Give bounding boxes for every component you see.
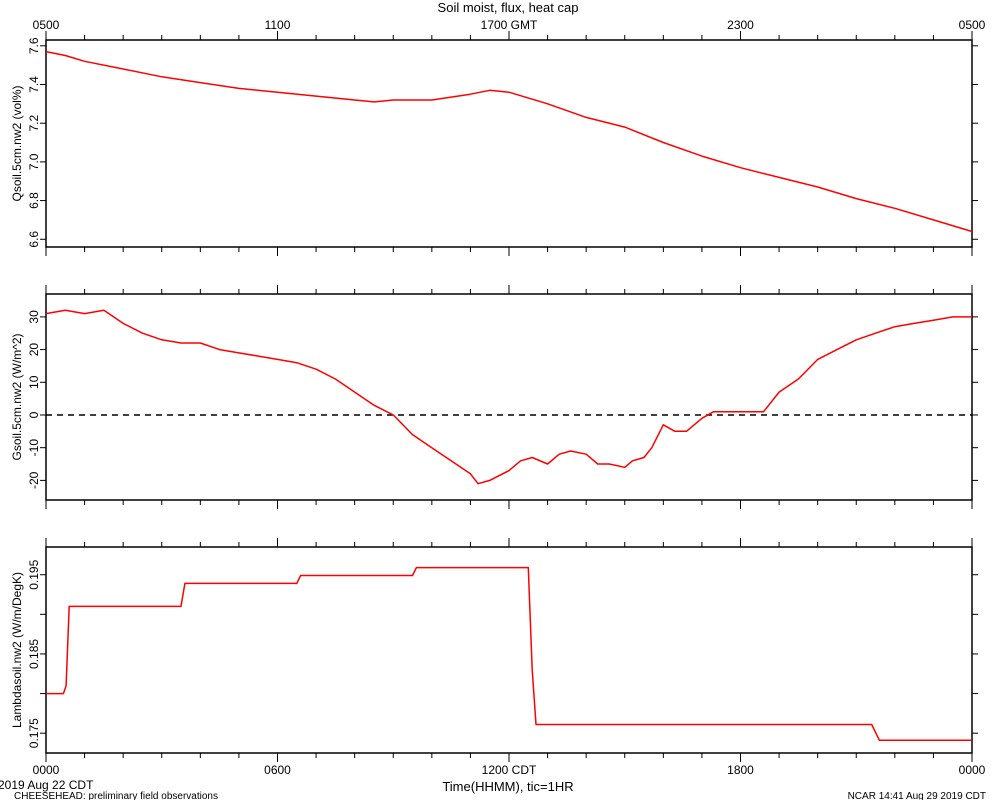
y-tick-label: 0: [27, 411, 41, 418]
y-axis-label: Lambdasoil.nw2 (W/m/DegK): [10, 572, 24, 728]
y-tick-label: 7.4: [27, 76, 41, 93]
bottom-tick-label: 0000: [33, 763, 60, 777]
footer-date: 2019 Aug 22 CDT: [0, 778, 94, 792]
top-tick-label: 1700 GMT: [481, 18, 538, 32]
y-tick-label: 7.6: [27, 37, 41, 54]
y-tick-label: -10: [27, 439, 41, 457]
y-tick-label: 6.6: [27, 231, 41, 248]
y-axis-label: Qsoil.5cm.nw2 (vol%): [10, 85, 24, 201]
top-tick-label: 1100: [265, 18, 291, 32]
y-tick-label: 7.2: [27, 115, 41, 132]
x-axis-label: Time(HHMM), tic=1HR: [442, 779, 573, 794]
top-tick-label: 0500: [959, 18, 986, 32]
panel-frame: [45, 546, 973, 754]
bottom-tick-label: 0600: [264, 763, 291, 777]
y-tick-label: 10: [27, 375, 41, 389]
top-tick-label: 0500: [33, 18, 60, 32]
top-time-axis: 0500 1100 1700 GMT 2300 0500: [33, 18, 986, 32]
panels: 6.6 6.8 7.0 7.2 7.4 7.6 Qsoil.5cm.nw2 (vol%) -2…: [10, 31, 978, 762]
y-tick-label: 0.195: [27, 559, 41, 589]
y-tick-label: 30: [27, 310, 41, 324]
bottom-time-axis: 0000 0600 1200 CDT 1800 0000: [33, 763, 986, 777]
chart-title: Soil moist, flux, heat cap: [438, 0, 579, 15]
series-line: [46, 566, 972, 742]
footer-project: CHEESEHEAD: preliminary field observatio…: [14, 791, 218, 800]
panel-1: 6.6 6.8 7.0 7.2 7.4 7.6 Qsoil.5cm.nw2 (vol%): [10, 31, 978, 256]
y-axis-label: Gsoil.5cm.nw2 (W/m^2): [10, 334, 24, 461]
y-tick-label: 7.0: [27, 153, 41, 170]
series-line: [45, 309, 972, 485]
y-tick-label: 0.175: [27, 718, 41, 748]
bottom-tick-label: 1200 CDT: [482, 763, 537, 777]
y-tick-label: 0.185: [27, 639, 41, 669]
y-tick-label: 20: [27, 343, 41, 357]
footer-stamp: NCAR 14:41 Aug 29 2019 CDT: [848, 791, 986, 800]
panel-frame: [45, 293, 973, 501]
y-tick-label: -20: [27, 471, 41, 489]
series-line: [45, 50, 973, 233]
panel-frame: [45, 39, 973, 248]
bottom-tick-label: 0000: [959, 763, 986, 777]
y-tick-label: 6.8: [27, 192, 41, 209]
bottom-tick-label: 1800: [727, 763, 754, 777]
top-tick-label: 2300: [727, 18, 754, 32]
